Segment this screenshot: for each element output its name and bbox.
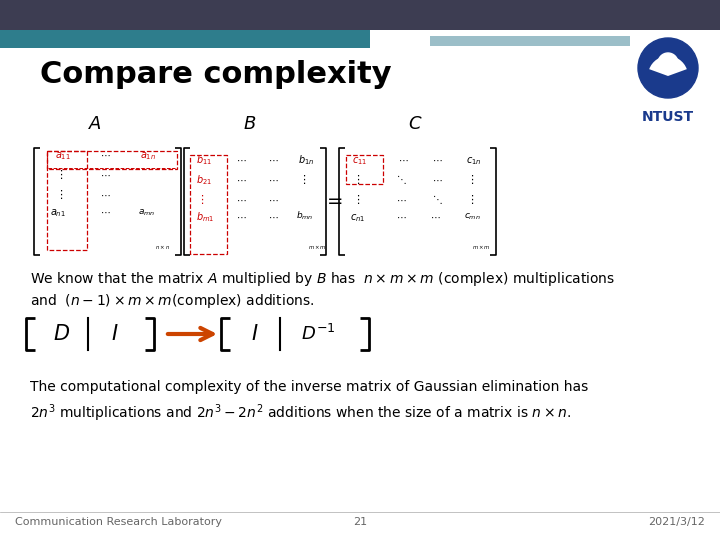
Text: $c_{mn}$: $c_{mn}$ [464, 211, 481, 221]
Text: $_{n\times n}$: $_{n\times n}$ [155, 242, 170, 252]
Text: $\cdots$: $\cdots$ [268, 155, 279, 165]
Text: $c_{n1}$: $c_{n1}$ [350, 212, 365, 224]
Text: $b_{mn}$: $b_{mn}$ [296, 209, 313, 221]
Text: $\cdots$: $\cdots$ [236, 195, 247, 205]
Text: $\vdots$: $\vdots$ [196, 193, 204, 206]
Text: $\vdots$: $\vdots$ [466, 193, 474, 206]
Text: $\cdots$: $\cdots$ [430, 212, 441, 222]
Circle shape [638, 38, 698, 98]
Text: $I$: $I$ [111, 324, 119, 344]
Text: 2021/3/12: 2021/3/12 [648, 517, 705, 527]
Text: $\cdots$: $\cdots$ [100, 207, 111, 217]
Text: 21: 21 [353, 517, 367, 527]
Text: $D^{-1}$: $D^{-1}$ [301, 324, 336, 344]
Bar [0, 0, 720, 30]
Text: $\cdots$: $\cdots$ [398, 155, 409, 165]
Bar [430, 36, 630, 46]
Text: $D$: $D$ [53, 324, 71, 344]
Text: $b_{21}$: $b_{21}$ [196, 173, 212, 187]
Bar [0, 30, 370, 48]
Text: $\ddots$: $\ddots$ [396, 173, 407, 186]
Text: $\cdots$: $\cdots$ [236, 175, 247, 185]
Text: $\cdots$: $\cdots$ [236, 155, 247, 165]
Text: $a_{mn}$: $a_{mn}$ [138, 208, 156, 219]
Text: The computational complexity of the inverse matrix of Gaussian elimination has: The computational complexity of the inve… [30, 380, 588, 394]
Text: $\cdots$: $\cdots$ [268, 195, 279, 205]
Text: $a_{11}$: $a_{11}$ [55, 150, 71, 162]
Text: $\mathit{C}$: $\mathit{C}$ [408, 115, 422, 133]
Text: $_{m\times m}$: $_{m\times m}$ [472, 242, 491, 252]
Text: $_{m\times m}$: $_{m\times m}$ [308, 242, 327, 252]
Text: $\cdots$: $\cdots$ [100, 150, 111, 160]
Text: $2n^3$ multiplications and $2n^3-2n^2$ additions when the size of a matrix is $n: $2n^3$ multiplications and $2n^3-2n^2$ a… [30, 402, 571, 423]
Text: and  $(n-1)\times m\times m$(complex) additions.: and $(n-1)\times m\times m$(complex) add… [30, 292, 315, 310]
Text: $\vdots$: $\vdots$ [55, 168, 63, 181]
Text: $=$: $=$ [323, 191, 343, 210]
Text: $\vdots$: $\vdots$ [352, 193, 360, 206]
Text: $a_{1n}$: $a_{1n}$ [140, 150, 156, 162]
Text: $\cdots$: $\cdots$ [432, 155, 443, 165]
Text: $\ddots$: $\ddots$ [432, 193, 443, 206]
Text: $\vdots$: $\vdots$ [298, 173, 306, 186]
Text: $b_{1n}$: $b_{1n}$ [298, 153, 315, 167]
Circle shape [658, 53, 678, 73]
Text: $\vdots$: $\vdots$ [466, 173, 474, 186]
Text: $\cdots$: $\cdots$ [268, 212, 279, 222]
Text: $\cdots$: $\cdots$ [396, 212, 407, 222]
Text: $b_{11}$: $b_{11}$ [196, 153, 212, 167]
Text: $a_{n1}$: $a_{n1}$ [50, 207, 66, 219]
Text: $\cdots$: $\cdots$ [432, 175, 443, 185]
Text: $c_{11}$: $c_{11}$ [352, 155, 367, 167]
Text: $I$: $I$ [251, 324, 258, 344]
Text: We know that the matrix $\mathit{A}$ multiplied by $\mathit{B}$ has  $n\times m\: We know that the matrix $\mathit{A}$ mul… [30, 270, 616, 288]
Text: $\cdots$: $\cdots$ [100, 170, 111, 180]
Wedge shape [649, 56, 687, 76]
Text: $\vdots$: $\vdots$ [352, 173, 360, 186]
Text: Compare complexity: Compare complexity [40, 60, 392, 89]
Text: $\mathit{B}$: $\mathit{B}$ [243, 115, 256, 133]
Text: $\cdots$: $\cdots$ [268, 175, 279, 185]
Text: $\cdots$: $\cdots$ [236, 212, 247, 222]
Text: $b_{m1}$: $b_{m1}$ [196, 210, 215, 224]
Text: $\vdots$: $\vdots$ [55, 188, 63, 201]
Text: $\cdots$: $\cdots$ [100, 190, 111, 200]
Text: $c_{1n}$: $c_{1n}$ [466, 155, 482, 167]
Text: $\cdots$: $\cdots$ [396, 195, 407, 205]
Text: Communication Research Laboratory: Communication Research Laboratory [15, 517, 222, 527]
Text: $\mathit{A}$: $\mathit{A}$ [88, 115, 102, 133]
Text: NTUST: NTUST [642, 110, 694, 124]
